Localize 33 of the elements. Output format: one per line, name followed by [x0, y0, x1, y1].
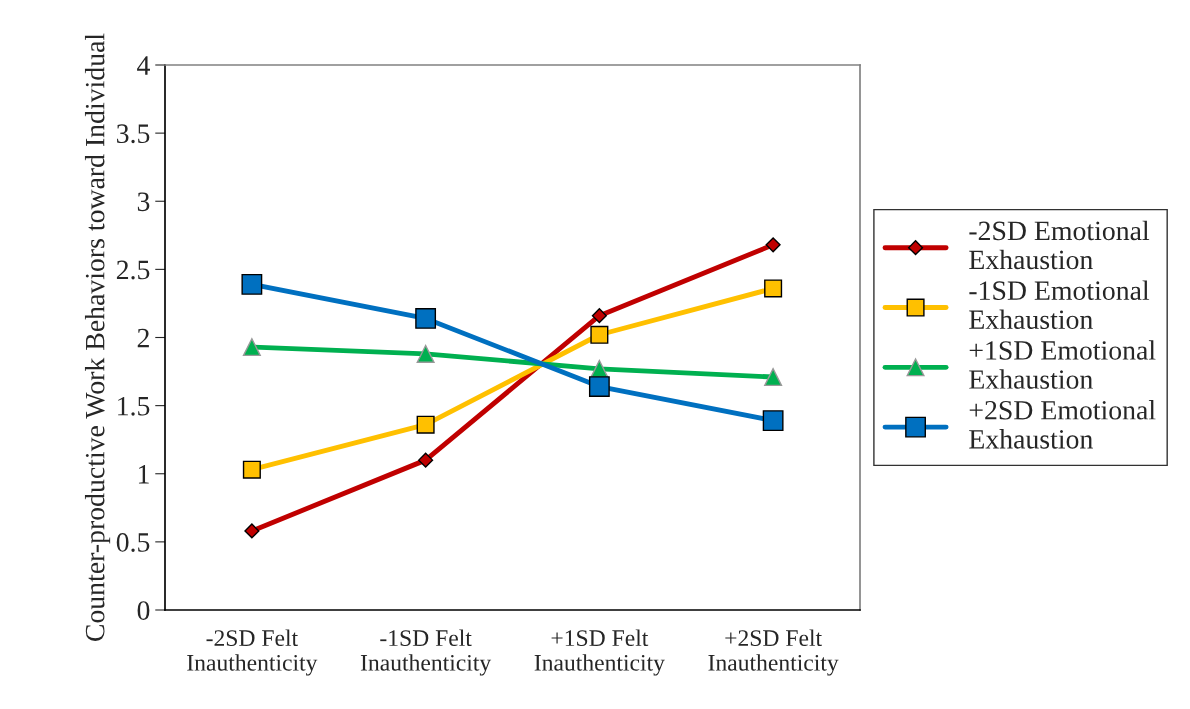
- point: [244, 523, 260, 539]
- x-tick-label: +1SD Felt Inauthenticity: [534, 629, 665, 676]
- y-tick-label: 3.5: [117, 124, 150, 144]
- legend-label: +2SD Emotional Exhaustion: [969, 400, 1156, 449]
- y-tick-label: 2: [137, 328, 149, 348]
- point: [590, 325, 609, 344]
- y-tick-label: 4: [137, 56, 150, 75]
- point: [418, 452, 434, 468]
- y-tick-label: 0.5: [116, 533, 150, 552]
- legend-label: +1SD Emotional Exhaustion: [969, 340, 1156, 389]
- x-tick-label: -2SD Felt Inauthenticity: [187, 629, 318, 676]
- point: [764, 279, 783, 298]
- point: [416, 415, 435, 434]
- y-tick-label: 1.5: [118, 396, 150, 416]
- legend-label: -2SD Emotional Exhaustion: [969, 220, 1150, 270]
- x-tick-label: +2SD Felt Inauthenticity: [708, 629, 839, 676]
- point: [241, 273, 263, 295]
- y-tick-label: 3: [137, 192, 150, 212]
- point: [416, 344, 435, 363]
- point: [591, 308, 607, 324]
- point: [764, 367, 783, 387]
- point: [242, 460, 261, 479]
- x-tick-label: -1SD Felt Inauthenticity: [360, 629, 492, 676]
- legend-label: -1SD Emotional Exhaustion: [969, 280, 1150, 330]
- point: [415, 308, 437, 329]
- point: [588, 376, 610, 397]
- y-tick-label: 2.5: [116, 260, 150, 280]
- y-axis-title: Counter-productive Work Behaviors toward Individual: [84, 33, 111, 641]
- point: [762, 410, 784, 432]
- y-tick-label: 0: [137, 601, 150, 620]
- point: [242, 338, 261, 357]
- point: [765, 237, 781, 253]
- y-tick-label: 1: [138, 465, 149, 484]
